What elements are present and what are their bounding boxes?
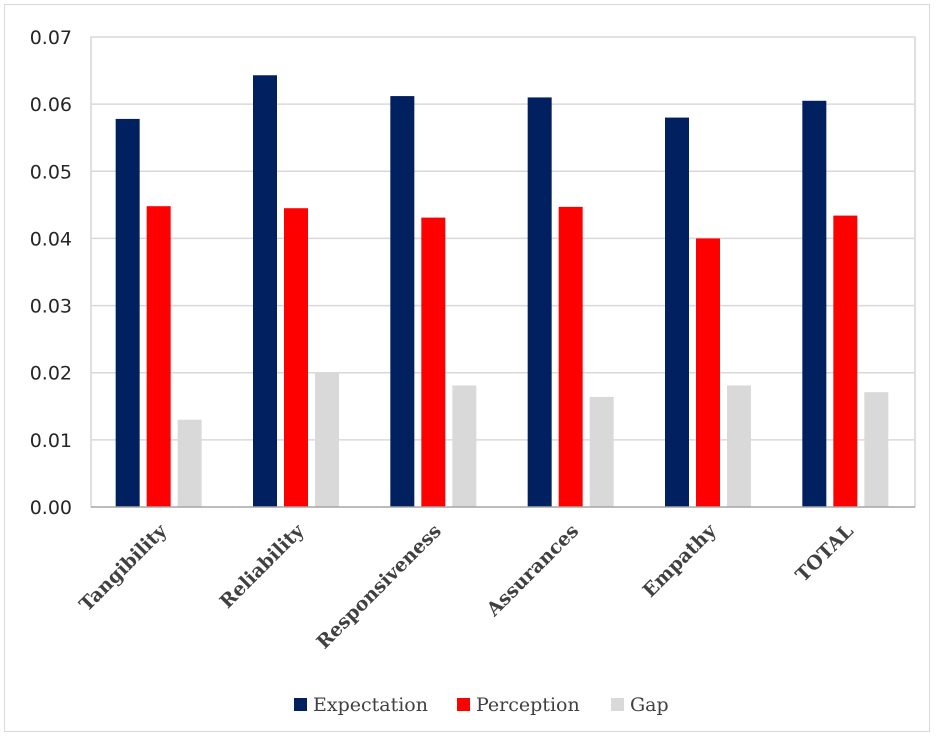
x-axis-category-labels: Tangibility Reliability Responsiveness Assu…	[75, 519, 858, 653]
y-tick-label: 0.07	[30, 27, 72, 49]
x-category-label: TOTAL	[791, 520, 857, 586]
bar-gap-tangibility	[177, 419, 202, 507]
legend-swatch	[611, 698, 624, 711]
x-category-label: Responsiveness	[312, 520, 445, 653]
y-tick-label: 0.01	[30, 430, 72, 452]
gridlines	[91, 36, 915, 441]
x-category-label: Tangibility	[75, 519, 172, 616]
y-tick-label: 0.04	[30, 228, 72, 250]
y-tick-label: 0.06	[30, 94, 72, 116]
legend-label: Perception	[476, 694, 580, 716]
y-tick-label: 0.05	[30, 161, 72, 183]
x-category-label: Empathy	[639, 519, 722, 602]
y-tick-label: 0.03	[30, 296, 72, 318]
bar-perception-assurances	[558, 206, 583, 507]
plot-area	[90, 36, 916, 508]
bar-perception-responsiveness	[421, 217, 446, 507]
legend-label: Expectation	[313, 694, 428, 716]
bar-gap-reliability	[315, 372, 339, 507]
bar-perception-tangibility	[146, 206, 171, 507]
bar-perception-total	[833, 215, 858, 507]
legend: Expectation Perception Gap	[294, 694, 669, 716]
bar-gap-responsiveness	[452, 385, 477, 507]
bar-perception-empathy	[696, 238, 720, 507]
bar-expectation-total	[802, 100, 827, 508]
bar-gap-total	[864, 392, 889, 507]
legend-swatch	[294, 698, 307, 711]
bar-expectation-assurances	[527, 97, 552, 507]
legend-swatch	[457, 698, 470, 711]
bar-expectation-tangibility	[115, 118, 140, 508]
bar-perception-reliability	[284, 208, 308, 507]
y-axis-tick-labels: 0.00 0.01 0.02 0.03 0.04 0.05 0.06 0.07	[30, 27, 72, 519]
bar-gap-empathy	[727, 385, 751, 507]
legend-label: Gap	[630, 694, 669, 716]
bar-gap-assurances	[589, 396, 614, 507]
bar-expectation-responsiveness	[390, 96, 415, 507]
y-tick-label: 0.00	[30, 497, 72, 519]
x-category-label: Assurances	[482, 520, 583, 621]
bars	[115, 75, 889, 508]
x-category-label: Reliability	[216, 519, 310, 613]
y-tick-label: 0.02	[30, 363, 72, 385]
bar-expectation-empathy	[665, 117, 689, 508]
bar-expectation-reliability	[253, 75, 277, 508]
